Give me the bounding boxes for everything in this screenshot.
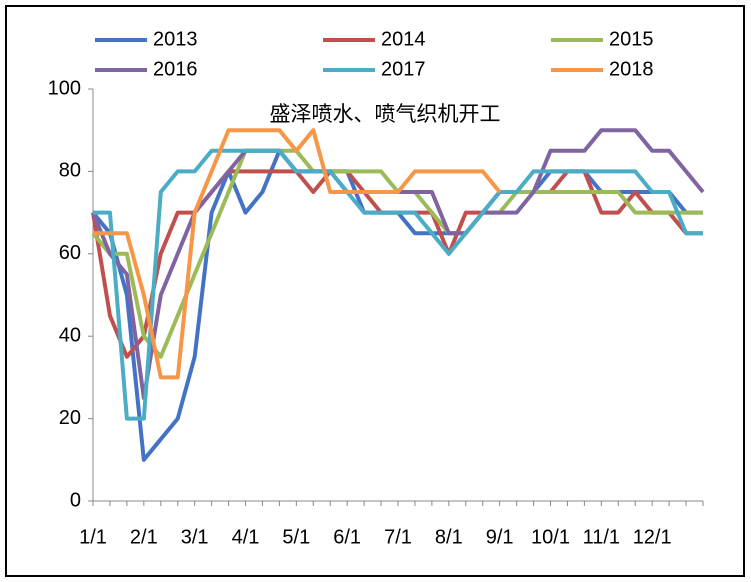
x-tick-label: 3/1: [181, 526, 209, 548]
x-tick-label: 5/1: [282, 526, 310, 548]
legend-label: 2013: [153, 28, 198, 50]
x-tick-label: 2/1: [130, 526, 158, 548]
x-tick-label: 1/1: [79, 526, 107, 548]
y-tick-label: 80: [59, 160, 81, 182]
series-line: [93, 148, 703, 421]
legend-label: 2017: [381, 58, 426, 80]
x-tick-label: 7/1: [384, 526, 412, 548]
y-tick-label: 20: [59, 407, 81, 429]
y-tick-label: 60: [59, 242, 81, 264]
x-tick-label: 8/1: [435, 526, 463, 548]
legend-label: 2015: [609, 28, 654, 50]
x-tick-label: 4/1: [232, 526, 260, 548]
y-tick-label: 0: [70, 489, 81, 511]
x-tick-label: 10/1: [531, 526, 570, 548]
y-tick-label: 100: [48, 77, 81, 99]
x-tick-label: 9/1: [486, 526, 514, 548]
x-tick-label: 11/1: [583, 526, 620, 548]
series-line: [93, 128, 502, 380]
x-tick-label: 6/1: [333, 526, 361, 548]
legend-label: 2018: [609, 58, 654, 80]
x-tick-label: 12/1: [633, 526, 672, 548]
chart-title: 盛泽喷水、喷气织机开工: [270, 102, 501, 126]
y-tick-label: 40: [59, 324, 81, 346]
legend-label: 2016: [153, 58, 198, 80]
legend-label: 2014: [381, 28, 426, 50]
